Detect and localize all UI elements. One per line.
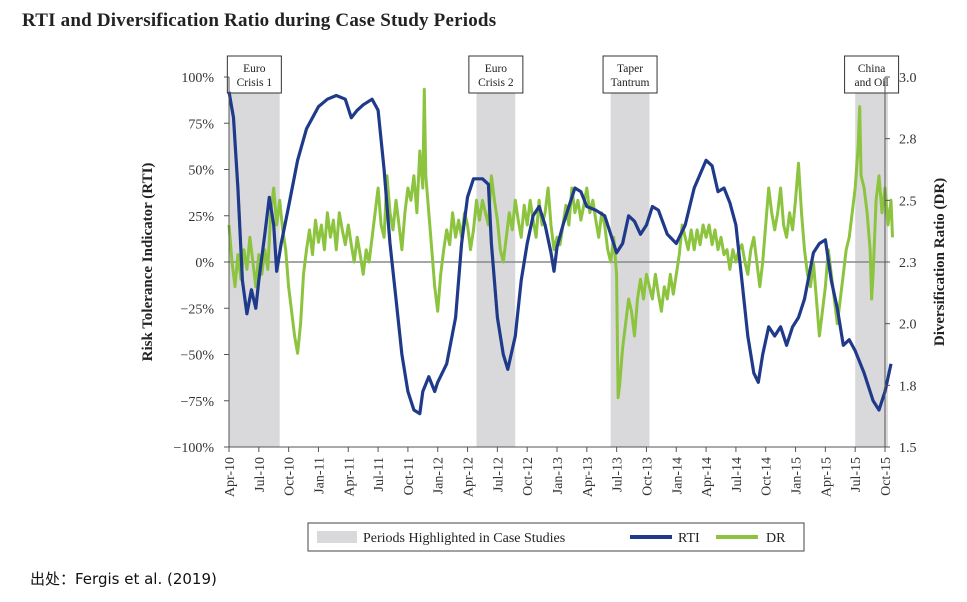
highlight-label-text: China [858, 63, 885, 75]
x-tick-label: Apr-11 [342, 457, 357, 497]
highlight-label-text: Crisis 1 [237, 77, 273, 89]
x-tick-label: Apr-13 [581, 457, 596, 497]
y2-tick-label: 2.0 [899, 318, 917, 333]
highlight-label-box-1 [468, 55, 524, 94]
series-lines [227, 87, 894, 416]
y-axis-label: Risk Tolerance Indicator (RTI) [140, 163, 156, 362]
x-tick-label: Jan-11 [312, 457, 327, 494]
highlight-label-text: Taper [617, 63, 643, 75]
x-tick-label: Apr-12 [462, 457, 477, 497]
legend-label: Periods Highlighted in Case Studies [363, 531, 565, 546]
y-tick-label: 75% [188, 117, 214, 132]
x-tick-label: Oct-11 [402, 457, 417, 495]
x-tick-label: Jul-15 [849, 457, 864, 492]
source-note: 出处：Fergis et al. (2019) [30, 570, 217, 588]
highlight-labels: Euro Crisis 1 Euro Crisis 2 Taper Tantrum Chin… [226, 55, 900, 94]
y2-tick-label: 2.8 [899, 133, 917, 148]
y-tick-label: 0% [195, 256, 214, 271]
x-tick-label: Jan-13 [551, 457, 566, 494]
x-tick-label: Jul-14 [730, 457, 745, 492]
x-tick-label: Oct-13 [640, 457, 655, 496]
y-tick-label: −100% [173, 441, 214, 456]
legend-label: RTI [678, 531, 700, 546]
x-tick-label: Apr-15 [819, 457, 834, 497]
x-tick-label: Oct-10 [283, 457, 298, 496]
y2-tick-label: 1.8 [899, 379, 917, 394]
highlight-label-text: Euro [243, 63, 266, 75]
x-tick-label: Jan-12 [432, 457, 447, 494]
highlight-label-text: Tantrum [611, 77, 650, 89]
highlight-label-text: Crisis 2 [478, 77, 514, 89]
x-tick-label: Oct-12 [521, 457, 536, 496]
legend-swatch-area [317, 531, 357, 543]
highlight-label-box-3 [844, 55, 900, 94]
chart-title: RTI and Diversification Ratio during Cas… [22, 10, 497, 31]
y-tick-label: 25% [188, 210, 214, 225]
y2-tick-label: 1.5 [899, 441, 917, 456]
x-tick-label: Jan-14 [670, 457, 685, 494]
x-tick-label: Jul-12 [491, 457, 506, 492]
legend-label: DR [766, 531, 786, 546]
y2-tick-label: 3.0 [899, 71, 917, 86]
y-tick-label: −25% [180, 302, 214, 317]
highlight-label-box-0 [226, 55, 282, 94]
y2-tick-label: 2.5 [899, 194, 917, 209]
y2-tick-label: 2.3 [899, 256, 917, 271]
x-tick-label: Oct-14 [760, 457, 775, 496]
highlight-label-text: Euro [485, 63, 508, 75]
x-tick-label: Apr-10 [223, 457, 238, 497]
y-tick-label: 50% [188, 164, 214, 179]
x-tick-label: Apr-14 [700, 457, 715, 497]
x-tick-label: Jul-13 [611, 457, 626, 492]
x-tick-label: Jan-15 [790, 457, 805, 494]
highlight-label-text: and Oil [854, 77, 888, 89]
y-tick-label: −75% [180, 395, 214, 410]
y2-axis-label: Diversification Ratio (DR) [932, 178, 948, 346]
series-line-rti [227, 91, 893, 416]
legend: Periods Highlighted in Case Studies RTI DR [307, 522, 805, 552]
x-tick-label: Jul-10 [253, 457, 268, 492]
highlight-label-box-2 [602, 55, 658, 94]
axes: 100% 75% 50% 25% 0% −25% −50% −75% −100% 3.0 2.8 2.… [173, 71, 916, 497]
x-tick-label: Oct-15 [879, 457, 894, 496]
y-tick-label: −50% [180, 349, 214, 364]
series-line-dr [227, 87, 894, 400]
y-tick-label: 100% [181, 71, 214, 86]
x-tick-label: Jul-11 [372, 457, 387, 491]
